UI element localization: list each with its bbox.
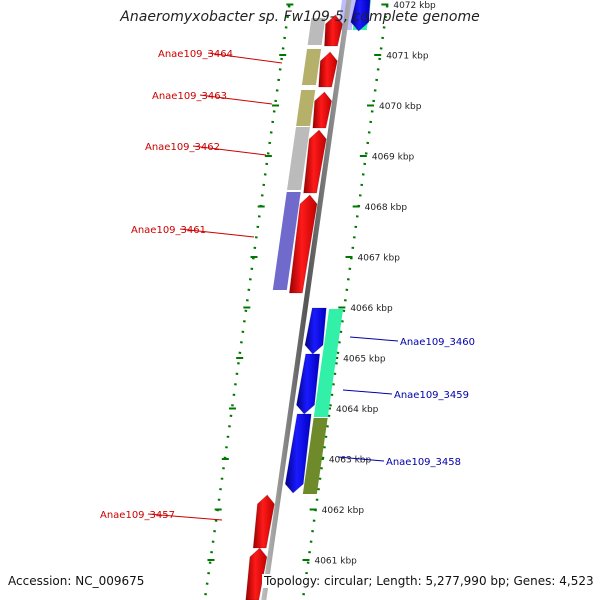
cog-shade-grey: [307, 18, 326, 45]
gene-leader-line: [337, 456, 385, 462]
scale-tick-label: 4069 kbp: [372, 153, 415, 163]
scale-tick-label: 4071 kbp: [386, 52, 429, 62]
topology-text: Topology: circular; Length: 5,277,990 bp…: [262, 574, 596, 588]
scale-tick-label: 4062 kbp: [322, 506, 365, 516]
scale-tick-label: 4072 kbp: [393, 1, 436, 11]
scale-tick-label: 4064 kbp: [336, 405, 379, 415]
gene-leader-line: [207, 52, 283, 64]
reverse-cds-arrow: [312, 91, 333, 129]
gene-leader-line: [179, 228, 255, 238]
reverse-cds-arrow: [245, 547, 268, 600]
scale-tick-label: 4068 kbp: [365, 203, 408, 213]
gene-label: Anae109_3464: [158, 49, 233, 60]
scale-tick-label: 4065 kbp: [343, 355, 386, 365]
cog-shade-mint: [313, 309, 344, 417]
scale-tick-label: 4066 kbp: [350, 304, 393, 314]
cog-shade-olive: [302, 418, 328, 494]
gene-leader-line: [342, 389, 393, 395]
gene-label: Anae109_3459: [394, 390, 469, 401]
cog-shade-grey: [287, 127, 310, 190]
scale-tick-label: 4061 kbp: [314, 557, 357, 567]
gene-leader-line: [147, 513, 223, 521]
gene-leader-line: [199, 94, 273, 105]
gene-label: Anae109_3458: [386, 457, 461, 468]
backbone-layer: [261, 0, 352, 600]
genome-title: Anaeromyxobacter sp. Fw109-5, complete g…: [120, 9, 480, 25]
reverse-cds-arrow: [288, 194, 318, 294]
scale-tick-label: 4067 kbp: [358, 254, 401, 264]
scale-tick-label: 4063 kbp: [329, 456, 372, 466]
backbone-line: [261, 0, 352, 600]
gene-leader-line: [192, 145, 267, 156]
forward-cds-arrow: [295, 353, 321, 415]
scale-layer: 4072 kbp 4071 kbp 4070 kbp 4069 kbp 4068 kbp…: [203, 0, 436, 600]
gene-label: Anae109_3461: [131, 225, 206, 236]
forward-cds-arrow: [284, 413, 312, 494]
label-layer: Anae109_3464 Anae109_3463 Anae109_3462 Anae…: [100, 49, 475, 521]
cog-shade-purple: [272, 192, 301, 290]
gene-label: Anae109_3462: [145, 142, 220, 153]
cog-shade-tan: [296, 90, 316, 126]
scale-dotted-line: [203, 0, 292, 600]
cog-shade-tan: [301, 49, 322, 85]
forward-cds-arrow: [304, 307, 327, 355]
reverse-cds-arrow: [318, 51, 338, 88]
accession-text: Accession: NC_009675: [8, 574, 145, 588]
reverse-cds-arrow: [303, 129, 327, 194]
gene-label: Anae109_3460: [400, 337, 475, 348]
scale-dotted-line: [301, 0, 390, 600]
gene-label: Anae109_3463: [152, 91, 227, 102]
forward-cds-arrow: [350, 0, 371, 32]
gene-leader-line: [349, 336, 399, 342]
scale-tick-label: 4070 kbp: [379, 102, 422, 112]
gene-label: Anae109_3457: [100, 510, 175, 521]
gene-track: [245, 0, 371, 600]
reverse-cds-arrow: [323, 14, 344, 47]
